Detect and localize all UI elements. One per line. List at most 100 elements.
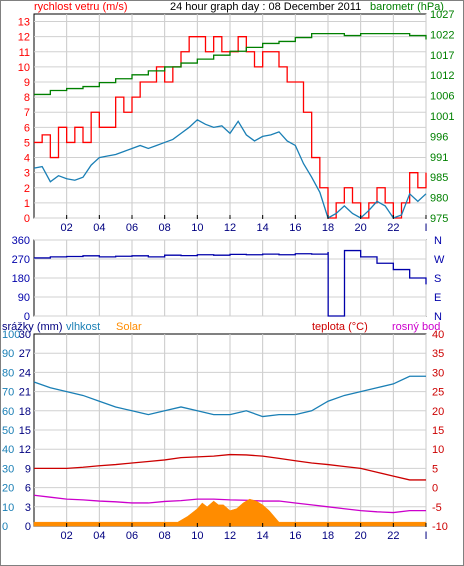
chart1-x-tick-label: 10 bbox=[191, 222, 203, 234]
chart3-solar-area bbox=[33, 498, 427, 527]
chart2-right-tick-label: W bbox=[434, 254, 445, 266]
chart3-right-tick-label: 20 bbox=[432, 406, 444, 418]
chart1-left-tick-label: 11 bbox=[19, 47, 30, 59]
chart3-left-outer-tick-label: 20 bbox=[2, 483, 14, 495]
chart3-legend-dewpoint: rosný bod bbox=[392, 321, 440, 333]
chart1-left-tick-label: 7 bbox=[24, 107, 30, 119]
chart3-legend-humidity: vlhkost bbox=[66, 321, 100, 333]
chart3-x-tick-label: 18 bbox=[322, 530, 334, 542]
chart1-left-tick-label: 1 bbox=[24, 198, 30, 210]
chart3-right-tick-label: 35 bbox=[432, 348, 444, 360]
chart3-legend-temperature: teplota (°C) bbox=[312, 321, 368, 333]
chart3-x-tick-label: 08 bbox=[159, 530, 171, 542]
chart3-x-tick-label: 02 bbox=[61, 530, 73, 542]
chart1-left-tick-label: 6 bbox=[24, 122, 30, 134]
chart3-right-tick-label: -5 bbox=[432, 502, 442, 514]
chart2-right-tick-label: S bbox=[434, 273, 441, 285]
chart1-x-tick-label: I bbox=[424, 222, 427, 234]
chart1-x-tick-label: 14 bbox=[257, 222, 269, 234]
chart3-left-outer-tick-label: 40 bbox=[2, 444, 14, 456]
chart1-left-tick-label: 4 bbox=[24, 153, 30, 165]
chart2-left-tick-label: 90 bbox=[18, 292, 30, 304]
chart3-left-inner-tick-label: 24 bbox=[19, 367, 31, 379]
chart1-right-tick-label: 975 bbox=[430, 213, 448, 225]
chart3-x-tick-label: I bbox=[424, 530, 427, 542]
chart3-left-outer-tick-label: 50 bbox=[2, 425, 14, 437]
chart3-left-outer-tick-label: 90 bbox=[2, 348, 14, 360]
chart1-left-tick-label: 13 bbox=[18, 17, 30, 29]
chart1-left-tick-label: 5 bbox=[24, 137, 30, 149]
chart1-x-tick-label: 02 bbox=[61, 222, 73, 234]
chart3-left-inner-tick-label: 6 bbox=[25, 483, 31, 495]
chart1-left-tick-label: 8 bbox=[24, 92, 30, 104]
chart1-right-tick-label: 1027 bbox=[430, 9, 454, 21]
chart3-series-line bbox=[33, 375, 426, 418]
chart1-right-tick-label: 996 bbox=[430, 131, 448, 143]
chart2-left-tick-label: 180 bbox=[12, 273, 30, 285]
chart3-x-tick-label: 04 bbox=[93, 530, 105, 542]
chart3-x-tick-label: 14 bbox=[257, 530, 269, 542]
chart3-series-line bbox=[33, 494, 426, 514]
chart2-right-tick-label: N bbox=[434, 311, 442, 323]
chart1-x-tick-label: 06 bbox=[126, 222, 138, 234]
chart3-left-inner-tick-label: 12 bbox=[19, 444, 31, 456]
chart3-left-inner-tick-label: 0 bbox=[25, 521, 31, 533]
chart3-left-inner-tick-label: 9 bbox=[25, 463, 31, 475]
chart1-right-tick-label: 985 bbox=[430, 172, 448, 184]
chart3-left-outer-tick-label: 100 bbox=[2, 329, 20, 341]
chart1-x-tick-label: 20 bbox=[355, 222, 367, 234]
chart1-left-tick-label: 0 bbox=[24, 213, 30, 225]
chart1-x-tick-label: 04 bbox=[93, 222, 105, 234]
chart3-right-tick-label: 40 bbox=[432, 329, 444, 341]
chart3-x-tick-label: 10 bbox=[191, 530, 203, 542]
chart1-x-tick-label: 08 bbox=[159, 222, 171, 234]
chart3-left-outer-tick-label: 60 bbox=[2, 406, 14, 418]
chart2-right-tick-label: E bbox=[434, 292, 441, 304]
chart1-right-tick-label: 1006 bbox=[430, 91, 454, 103]
chart1-right-tick-label: 1017 bbox=[430, 50, 454, 62]
chart3-right-tick-label: 25 bbox=[432, 387, 444, 399]
chart3-right-tick-label: 10 bbox=[432, 444, 444, 456]
chart3-left-inner-tick-label: 27 bbox=[19, 348, 31, 360]
chart1-x-tick-label: 22 bbox=[387, 222, 399, 234]
chart1-x-tick-label: 16 bbox=[289, 222, 301, 234]
chart1-right-tick-label: 991 bbox=[430, 152, 448, 164]
chart3-left-outer-tick-label: 80 bbox=[2, 367, 14, 379]
chart1-right-tick-label: 1001 bbox=[430, 111, 454, 123]
chart1-series-line bbox=[34, 32, 427, 96]
chart3-right-tick-label: -10 bbox=[432, 521, 448, 533]
chart3-x-tick-label: 12 bbox=[224, 530, 236, 542]
chart3-series-line bbox=[34, 453, 426, 481]
chart3-left-outer-tick-label: 10 bbox=[2, 502, 14, 514]
chart3-right-tick-label: 5 bbox=[432, 463, 438, 475]
chart2-series-line bbox=[34, 249, 427, 317]
chart1-right-tick-label: 1022 bbox=[430, 29, 454, 41]
chart3-x-tick-label: 20 bbox=[355, 530, 367, 542]
chart3-x-tick-label: 22 bbox=[387, 530, 399, 542]
chart1-title: 24 hour graph day : 08 December 2011 bbox=[170, 1, 361, 13]
chart3-left-outer-tick-label: 70 bbox=[2, 387, 14, 399]
chart1-x-tick-label: 12 bbox=[224, 222, 236, 234]
chart1-left-tick-label: 10 bbox=[18, 62, 30, 74]
chart3-left-inner-tick-label: 15 bbox=[19, 425, 31, 437]
chart1-left-tick-label: 12 bbox=[18, 32, 30, 44]
chart2-left-tick-label: 0 bbox=[24, 311, 30, 323]
chart3-left-inner-tick-label: 3 bbox=[25, 502, 31, 514]
chart2-left-tick-label: 360 bbox=[12, 235, 30, 247]
chart3-left-outer-tick-label: 0 bbox=[2, 521, 8, 533]
chart1-x-tick-label: 18 bbox=[322, 222, 334, 234]
chart2-right-tick-label: N bbox=[434, 235, 442, 247]
chart3-legend-solar: Solar bbox=[116, 321, 142, 333]
chart1-left-tick-label: 9 bbox=[24, 77, 30, 89]
chart3-left-inner-tick-label: 18 bbox=[19, 406, 31, 418]
chart3-left-outer-tick-label: 30 bbox=[2, 463, 14, 475]
chart1-right-tick-label: 980 bbox=[430, 193, 448, 205]
chart1-right-axis-label: barometr (hPa) bbox=[370, 1, 444, 13]
chart1-left-tick-label: 3 bbox=[24, 168, 30, 180]
chart3-left-inner-tick-label: 30 bbox=[19, 329, 31, 341]
chart2-left-tick-label: 270 bbox=[12, 254, 30, 266]
chart3-right-tick-label: 30 bbox=[432, 367, 444, 379]
chart3-x-tick-label: 16 bbox=[289, 530, 301, 542]
